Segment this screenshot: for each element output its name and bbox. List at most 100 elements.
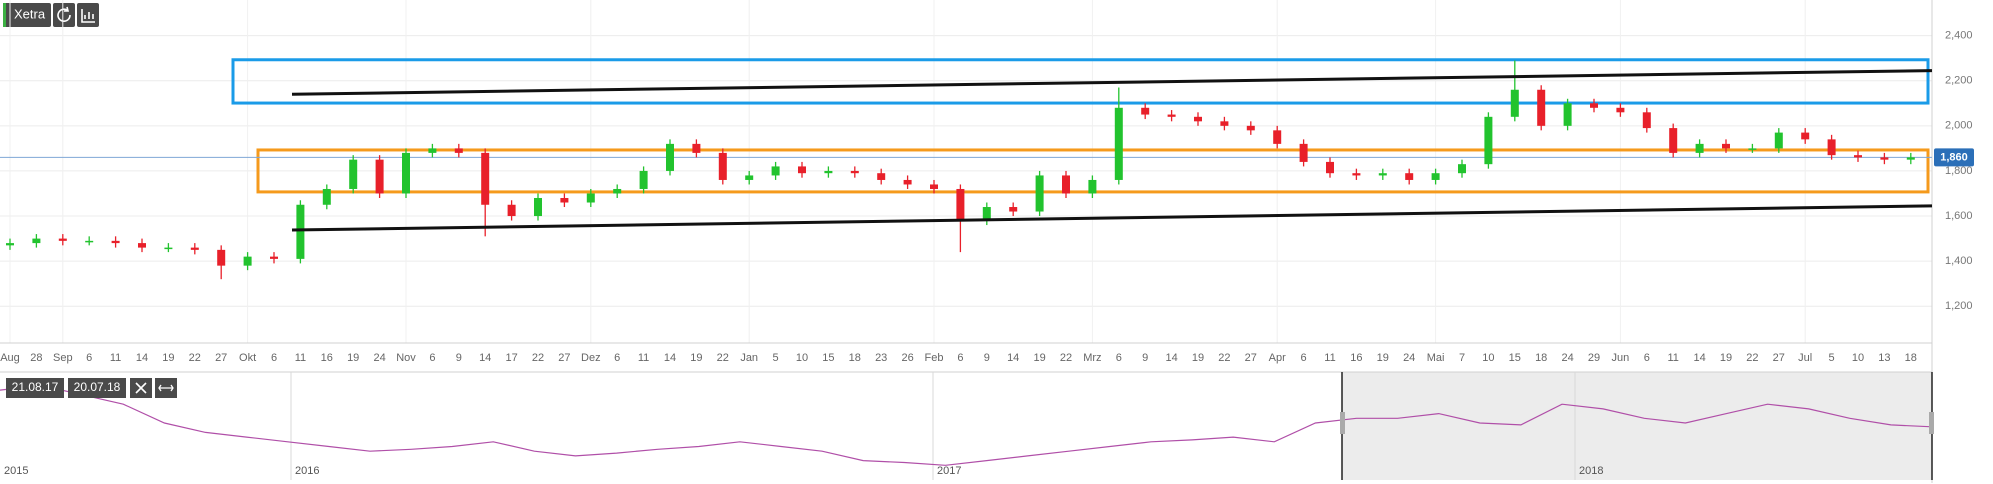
x-tick-label: 22 [532, 352, 544, 364]
candle-body [956, 188, 965, 221]
settings-icon [81, 9, 95, 23]
exchange-button[interactable] [3, 3, 51, 27]
candle-body [798, 166, 806, 174]
x-tick-label: Jun [1612, 352, 1630, 364]
candle-body [1510, 89, 1519, 117]
candle-body [1352, 173, 1361, 176]
x-tick-label: 9 [1142, 352, 1148, 364]
range-start-box[interactable] [6, 378, 64, 398]
candle-body [1458, 164, 1466, 174]
annotation-box [231, 58, 1930, 105]
x-tick-label: 24 [1403, 352, 1415, 364]
x-tick-label: 22 [1746, 352, 1758, 364]
candle-body [32, 238, 41, 244]
x-tick-label: 19 [1192, 352, 1204, 364]
navigator-year-label: 2016 [295, 465, 319, 477]
x-tick-label: 18 [1535, 352, 1547, 364]
candle-body [1590, 103, 1598, 108]
candle-body [58, 238, 67, 241]
x-tick-label: 13 [1878, 352, 1890, 364]
x-tick-label: 22 [1060, 352, 1072, 364]
candle-body [1801, 132, 1810, 140]
candle-body [1880, 157, 1889, 160]
range-start: 21.08.17 [12, 380, 59, 394]
x-tick-label: 14 [664, 352, 676, 364]
x-tick-label: 22 [717, 352, 729, 364]
candle-body [692, 143, 701, 153]
x-tick-label: 14 [1007, 352, 1019, 364]
y-tick-label: 2,000 [1945, 120, 1973, 132]
navigator-grip-right[interactable] [1929, 412, 1934, 434]
x-tick-label: 19 [1720, 352, 1732, 364]
x-tick-label: 6 [271, 352, 277, 364]
x-tick-label: 10 [796, 352, 808, 364]
candle-body [402, 152, 410, 194]
candle-body [930, 184, 938, 189]
candle-body [481, 152, 490, 205]
candle-body [534, 197, 542, 217]
x-tick-label: 11 [110, 352, 121, 364]
x-tick-label: 27 [1773, 352, 1785, 364]
x-tick-label: Mrz [1083, 352, 1101, 364]
candle-body [1141, 107, 1150, 115]
x-tick-label: 16 [1350, 352, 1362, 364]
candle-body [111, 240, 120, 244]
candle-body [1062, 175, 1070, 194]
candle-body [745, 175, 754, 180]
x-tick-label: 24 [373, 352, 385, 364]
x-tick-label: 14 [1165, 352, 1177, 364]
candle-body [349, 159, 358, 189]
x-tick-label: 19 [347, 352, 359, 364]
candle-body [771, 166, 780, 176]
candle-body [296, 204, 305, 259]
navigator-grip-left[interactable] [1340, 412, 1345, 434]
x-tick-label: 27 [1245, 352, 1257, 364]
x-tick-label: 24 [1561, 352, 1573, 364]
navigator-year-label: 2017 [937, 465, 961, 477]
trend-line [291, 69, 1933, 96]
x-tick-label: Dez [581, 352, 601, 364]
range-end-box[interactable] [68, 378, 126, 398]
reload-button[interactable] [53, 3, 75, 27]
candle-body [1774, 132, 1783, 149]
x-tick-label: 26 [901, 352, 913, 364]
x-tick-label: 19 [690, 352, 702, 364]
candle-body [1088, 179, 1097, 194]
x-tick-label: 11 [295, 352, 306, 364]
x-tick-label: 6 [1301, 352, 1307, 364]
candle-body [1854, 155, 1862, 158]
x-tick-label: Nov [396, 352, 416, 364]
x-tick-label: 10 [1482, 352, 1494, 364]
x-tick-label: 27 [215, 352, 227, 364]
x-tick-label: Jan [740, 352, 758, 364]
x-tick-label: 6 [86, 352, 92, 364]
x-tick-label: 9 [456, 352, 462, 364]
candle-body [454, 148, 463, 153]
candle-body [1537, 89, 1546, 126]
candle-body [1273, 130, 1282, 144]
candle-body [164, 247, 173, 250]
candle-body [1167, 114, 1176, 117]
candle-body [1246, 125, 1255, 131]
candle-body [1484, 116, 1493, 165]
candle-body [85, 240, 94, 243]
x-tick-label: 19 [162, 352, 174, 364]
candle-body [718, 152, 727, 180]
navigator-year-label: 2018 [1579, 465, 1603, 477]
candle-body [666, 143, 674, 171]
x-tick-label: Aug [0, 352, 20, 364]
settings-button[interactable] [77, 3, 99, 27]
candle-body [1827, 139, 1836, 156]
candle-body [1616, 107, 1625, 113]
candle-body [1748, 148, 1757, 150]
candle-body [824, 170, 833, 174]
toolbar: Xetra [3, 3, 99, 27]
x-tick-label: 14 [479, 352, 491, 364]
candle-body [428, 148, 437, 153]
x-tick-label: 15 [1509, 352, 1521, 364]
reset-icon [135, 382, 147, 394]
y-tick-label: 1,400 [1945, 255, 1973, 267]
candle-body [322, 188, 331, 205]
x-tick-label: 6 [614, 352, 620, 364]
x-tick-label: 9 [984, 352, 990, 364]
